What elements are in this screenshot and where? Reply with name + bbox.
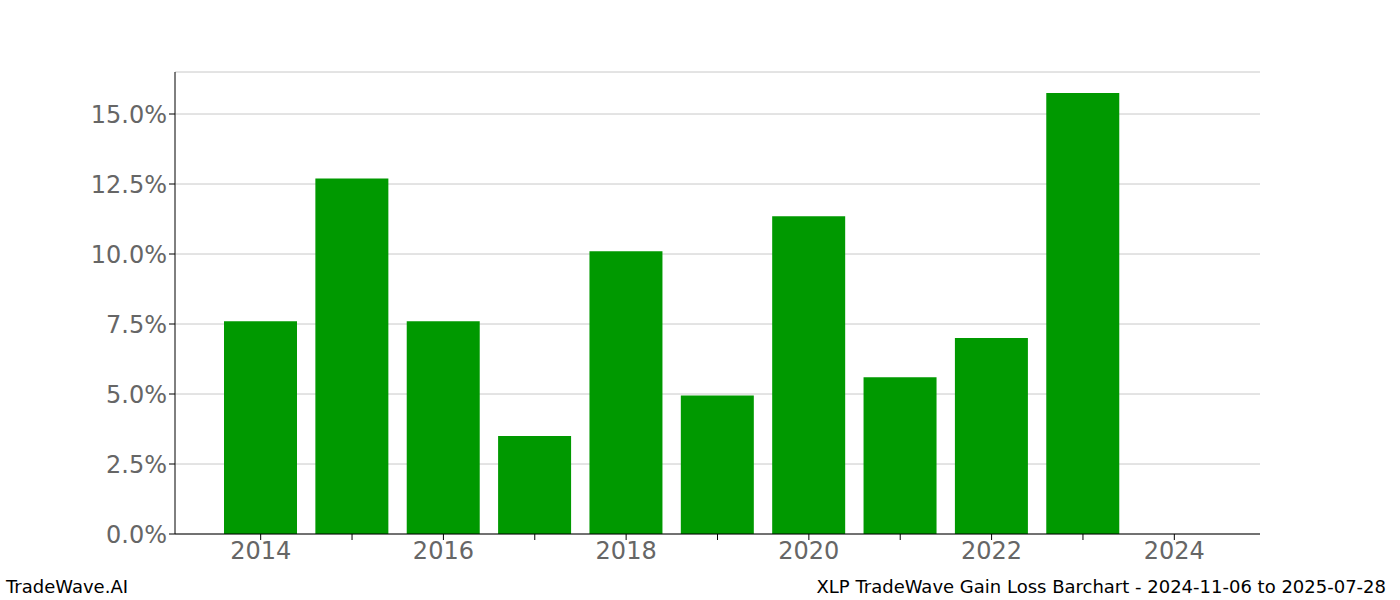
svg-text:15.0%: 15.0% bbox=[91, 101, 167, 129]
html-text:XLP TradeWave Gain Loss Barcha: XLP TradeWave Gain Loss Barchart - 2024-… bbox=[816, 576, 1386, 597]
svg-text:2.5%: 2.5% bbox=[106, 451, 167, 479]
svg-text:2024: 2024 bbox=[1144, 537, 1205, 565]
svg-text:7.5%: 7.5% bbox=[106, 311, 167, 339]
svg-text:2022: 2022 bbox=[961, 537, 1022, 565]
svg-text:5.0%: 5.0% bbox=[106, 381, 167, 409]
svg-text:2014: 2014 bbox=[230, 537, 291, 565]
svg-text:10.0%: 10.0% bbox=[91, 241, 167, 269]
svg-text:2018: 2018 bbox=[596, 537, 657, 565]
svg-text:0.0%: 0.0% bbox=[106, 521, 167, 549]
svg-text:2016: 2016 bbox=[413, 537, 474, 565]
svg-text:12.5%: 12.5% bbox=[91, 171, 167, 199]
html-text:TradeWave.AI: TradeWave.AI bbox=[6, 576, 128, 597]
svg-text:2020: 2020 bbox=[778, 537, 839, 565]
